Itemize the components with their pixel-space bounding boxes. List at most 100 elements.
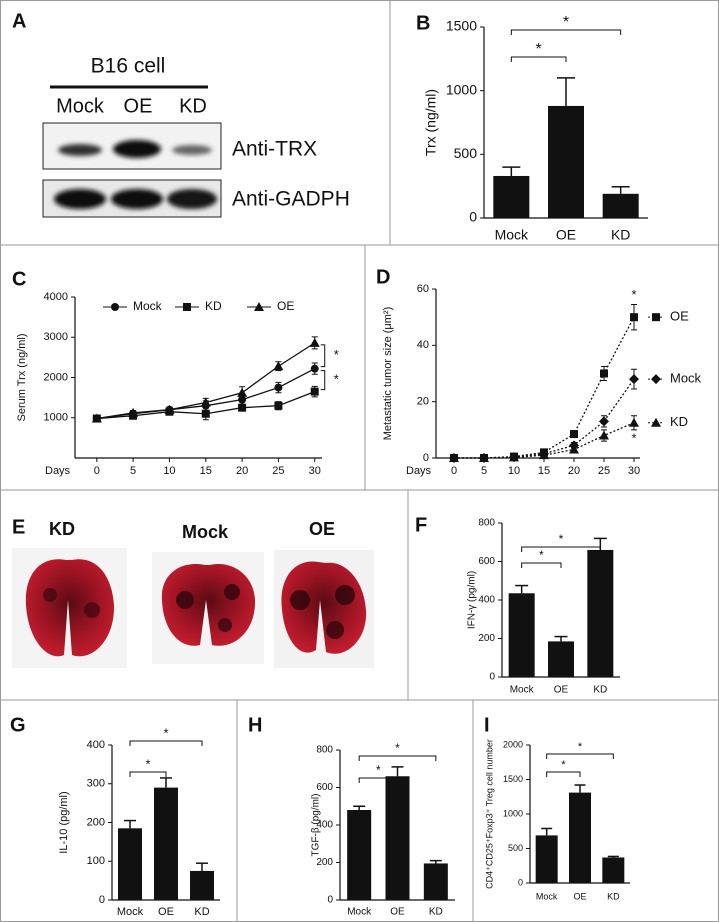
- lesion: [43, 588, 57, 602]
- x-tick-label: 15: [538, 465, 550, 477]
- y-tick-label: 800: [478, 518, 495, 529]
- bar: [118, 828, 142, 900]
- lesion: [176, 591, 194, 609]
- significance-bracket: [546, 753, 614, 759]
- significance-label: *: [536, 41, 542, 58]
- panel-letter: I: [484, 714, 490, 736]
- point: [200, 397, 211, 407]
- legend-marker: [651, 417, 661, 427]
- bar: [190, 870, 214, 900]
- panel-letter: E: [12, 516, 25, 538]
- error-cap: [239, 386, 246, 400]
- x-tick-label: 25: [598, 465, 610, 477]
- series-line: [454, 378, 635, 459]
- point: [570, 430, 578, 439]
- x-tick-label: 15: [200, 465, 212, 477]
- significance-bracket: [521, 562, 562, 568]
- y-tick-label: 200: [478, 633, 495, 644]
- panel-letter: D: [376, 266, 390, 288]
- point: [274, 383, 283, 392]
- point: [128, 407, 139, 417]
- y-tick-label: 0: [423, 452, 429, 464]
- row-label: Anti-TRX: [232, 138, 317, 161]
- point: [509, 452, 519, 462]
- bar: [569, 792, 591, 883]
- legend-marker: [652, 313, 660, 322]
- significance-label: *: [578, 741, 583, 753]
- y-tick-label: 500: [508, 843, 523, 853]
- x-tick-label: 5: [130, 465, 136, 477]
- y-tick-label: 200: [316, 857, 333, 868]
- y-tick-label: 300: [87, 778, 105, 790]
- x-tick-label: 10: [508, 465, 520, 477]
- band: [172, 145, 212, 155]
- point: [273, 361, 284, 371]
- point: [238, 403, 247, 412]
- bar: [423, 863, 448, 900]
- y-tick-label: 2000: [503, 739, 523, 749]
- legend-marker: [183, 303, 191, 311]
- error-cap: [311, 362, 318, 375]
- x-tick-label: KD: [611, 227, 630, 243]
- y-axis-label: CD4⁺CD25⁺Foxp3⁺ Treg cell number: [484, 739, 494, 889]
- blot-bands: [54, 140, 217, 209]
- bar: [548, 641, 574, 677]
- lung: [25, 559, 115, 657]
- y-axis-label: IL-10 (pg/ml): [58, 791, 70, 853]
- band: [167, 189, 217, 209]
- lesion: [218, 618, 232, 632]
- bar: [587, 549, 614, 677]
- x-tick-label: KD: [593, 685, 607, 696]
- x-tick-label: OE: [573, 891, 586, 901]
- y-tick-label: 1000: [446, 81, 477, 97]
- x-tick-label: 25: [272, 465, 284, 477]
- y-axis-label: TGF-β (pg/ml): [311, 794, 322, 857]
- significance-label: *: [561, 759, 566, 771]
- error-cap: [601, 415, 607, 428]
- band: [54, 189, 106, 209]
- x-tick-label: 20: [568, 465, 580, 477]
- x-tick-label: 5: [481, 465, 487, 477]
- y-tick-label: 100: [87, 855, 105, 867]
- y-tick-label: 200: [87, 816, 105, 828]
- significance-label: *: [376, 763, 381, 777]
- legend-label: KD: [205, 299, 222, 313]
- photo-label: KD: [49, 519, 75, 539]
- y-axis-label: Serum Trx (ng/ml): [16, 333, 28, 421]
- x-tick-label: 30: [309, 465, 321, 477]
- x-tick-label: OE: [554, 685, 569, 696]
- y-axis-label: Trx (ng/ml): [423, 89, 439, 156]
- y-tick-label: 400: [87, 739, 105, 751]
- x-tick-label: 10: [163, 465, 175, 477]
- legend-marker: [254, 302, 264, 311]
- bar: [508, 593, 535, 677]
- legend-label: KD: [670, 414, 688, 429]
- significance-label: *: [539, 548, 544, 562]
- x-tick-label: 0: [451, 465, 457, 477]
- point: [539, 450, 549, 460]
- point: [629, 374, 639, 385]
- error-cap: [631, 303, 637, 331]
- significance-bracket: [546, 771, 581, 777]
- y-tick-label: 0: [518, 877, 523, 887]
- y-tick-label: 400: [316, 820, 333, 831]
- point: [569, 444, 579, 454]
- y-tick-label: 3000: [44, 331, 68, 343]
- lung-photo: [274, 550, 374, 668]
- point: [449, 453, 459, 462]
- photo-label: OE: [309, 519, 335, 539]
- bar: [154, 787, 178, 900]
- blot-title: B16 cell: [91, 55, 166, 78]
- y-tick-label: 4000: [44, 291, 68, 303]
- y-tick-label: 1000: [44, 412, 68, 424]
- point: [238, 395, 247, 404]
- panel-letter: H: [248, 714, 262, 736]
- band: [111, 189, 163, 209]
- bar: [548, 105, 584, 218]
- x-tick-label: OE: [390, 907, 405, 918]
- x-tick-label: OE: [556, 227, 576, 243]
- panel-letter: B: [416, 12, 430, 34]
- legend-label: OE: [277, 299, 294, 313]
- x-tick-label: Mock: [495, 227, 529, 243]
